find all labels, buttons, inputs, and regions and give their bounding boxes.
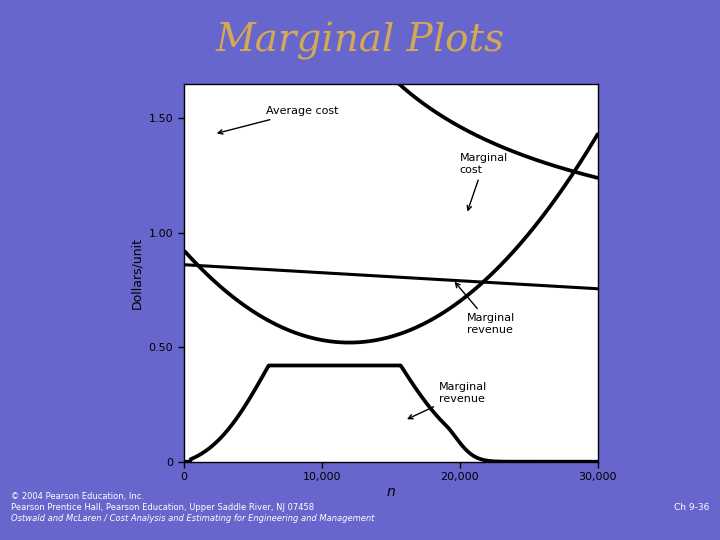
Y-axis label: Dollars/unit: Dollars/unit [130,237,143,309]
Text: Ostwald and McLaren / Cost Analysis and Estimating for Engineering and Managemen: Ostwald and McLaren / Cost Analysis and … [11,514,374,523]
Text: © 2004 Pearson Education, Inc.: © 2004 Pearson Education, Inc. [11,492,144,502]
Text: Average cost: Average cost [218,106,339,134]
Text: Marginal
revenue: Marginal revenue [408,382,487,418]
Text: Ch 9-36: Ch 9-36 [674,503,709,512]
Text: Marginal
revenue: Marginal revenue [456,283,515,335]
Text: Marginal Plots: Marginal Plots [215,22,505,59]
Text: Marginal
cost: Marginal cost [459,153,508,210]
Text: Pearson Prentice Hall, Pearson Education, Upper Saddle River, NJ 07458: Pearson Prentice Hall, Pearson Education… [11,503,314,512]
X-axis label: n: n [386,485,395,499]
